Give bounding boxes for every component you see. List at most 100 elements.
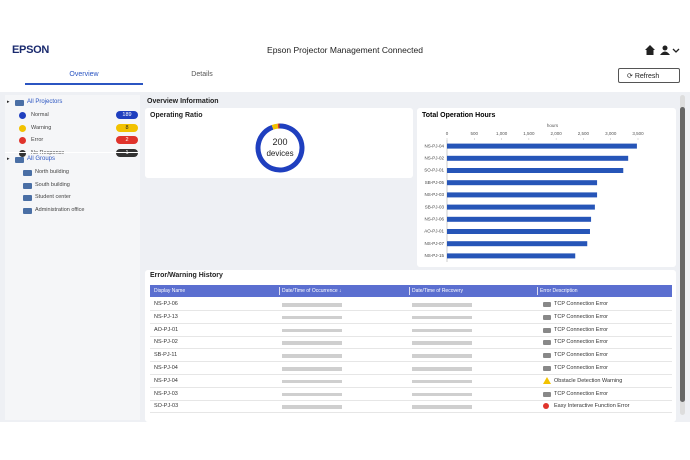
display-name: NS-PJ-03 <box>154 390 178 397</box>
donut-segment <box>255 123 305 173</box>
column-divider <box>409 287 410 295</box>
logo: EPSON <box>12 44 50 56</box>
column-header: Date/Time of Occurrence ↓ <box>282 288 342 294</box>
x-tick-label: 1,500 <box>523 131 535 136</box>
donut <box>255 123 305 173</box>
display-name: NS-PJ-02 <box>154 339 178 346</box>
card-title: Error/Warning History <box>150 272 223 279</box>
error-card: Error/Warning History Display Name Date/T… <box>145 270 676 422</box>
row-divider <box>150 348 672 350</box>
date-placeholder <box>412 315 472 320</box>
bar <box>447 229 590 234</box>
folder-icon <box>23 182 32 189</box>
date-placeholder <box>282 379 342 384</box>
tab[interactable]: Overview <box>69 71 99 78</box>
x-tick-label: 0 <box>446 131 449 136</box>
bar <box>447 204 595 210</box>
date-placeholder <box>412 392 472 397</box>
operating-ratio-card: Operating Ratio 200 devices <box>145 108 413 178</box>
display-name: AO-PJ-01 <box>154 326 179 333</box>
tab[interactable]: Details <box>191 71 213 78</box>
y-tick-label: SO-PJ-01 <box>424 168 444 173</box>
date-placeholder <box>412 405 472 409</box>
y-tick-label: NS-PJ-02 <box>424 155 444 160</box>
expander: ▸ <box>7 99 10 105</box>
status-count: 189 <box>116 111 138 119</box>
y-tick-label: NS-PJ-07 <box>424 241 444 246</box>
status-icon <box>19 112 26 119</box>
row-icon <box>543 340 551 346</box>
error-description: TCP Connection Error <box>554 326 609 333</box>
folder-icon <box>15 100 24 106</box>
bar <box>447 168 624 173</box>
donut-segment <box>271 123 279 130</box>
status-count: 2 <box>116 136 138 144</box>
error-description: TCP Connection Error <box>554 301 609 307</box>
row-divider <box>150 310 672 311</box>
status-name: Normal <box>31 112 49 118</box>
status-icon <box>19 149 26 157</box>
row-divider <box>150 386 672 388</box>
row-divider <box>150 361 672 363</box>
y-tick-label: AO-PJ-01 <box>424 229 444 234</box>
refresh-button[interactable]: ⟳ Refresh <box>618 68 680 83</box>
folder-icon <box>23 195 32 202</box>
app-title: Epson Projector Management Connected <box>267 45 423 55</box>
column-header: Display Name <box>154 288 186 294</box>
bar-chart: Total Operation Hours hours 0 500 1,000 1,500… <box>422 112 644 262</box>
display-name: SB-PJ-11 <box>154 352 178 359</box>
row-divider <box>150 322 672 324</box>
column-header: Error Description <box>540 288 578 294</box>
row-icon <box>543 376 551 384</box>
section-title: Overview Information <box>147 98 219 105</box>
header-icons[interactable] <box>644 44 684 56</box>
status-name: Error <box>31 137 44 143</box>
bar <box>447 155 629 161</box>
row-divider <box>150 412 672 414</box>
row-divider <box>150 335 672 337</box>
status-icon <box>19 124 26 132</box>
row-icon <box>543 327 551 333</box>
bar <box>447 180 598 186</box>
date-placeholder <box>412 341 472 345</box>
error-description: TCP Connection Error <box>554 390 609 397</box>
tree-item: All Projectors <box>27 99 63 105</box>
refresh-label: Refresh <box>634 73 660 80</box>
y-tick-label: NS-PJ-15 <box>424 253 444 258</box>
row-icon <box>543 366 551 371</box>
folder-icon <box>15 157 24 163</box>
row-icon <box>543 353 551 359</box>
donut-total: 200 <box>272 137 288 147</box>
x-tick-label: 2,500 <box>578 131 590 136</box>
display-name: NS-PJ-13 <box>154 313 178 320</box>
x-tick-label: 3,500 <box>632 131 644 136</box>
y-tick-label: NS-PJ-04 <box>424 143 444 148</box>
display-name: NS-PJ-04 <box>154 377 178 384</box>
bar <box>447 216 592 222</box>
status-count: 8 <box>116 123 138 132</box>
date-placeholder <box>282 303 342 307</box>
group-name: South building <box>35 181 70 188</box>
date-placeholder <box>282 405 342 409</box>
x-tick-label: 500 <box>471 131 479 136</box>
date-placeholder <box>412 379 472 384</box>
date-placeholder <box>282 392 342 397</box>
expander: ▸ <box>7 156 10 162</box>
bar <box>447 192 598 198</box>
error-description: TCP Connection Error <box>554 365 609 371</box>
scrollbar[interactable] <box>680 95 685 415</box>
date-placeholder <box>282 328 342 333</box>
date-placeholder <box>412 367 472 371</box>
date-placeholder <box>282 367 342 371</box>
chart-title: Total Operation Hours <box>422 112 495 119</box>
group-name: Student center <box>35 194 71 201</box>
bar <box>447 241 588 247</box>
error-description: TCP Connection Error <box>554 339 609 346</box>
error-description: TCP Connection Error <box>554 352 609 359</box>
display-name: SO-PJ-03 <box>154 403 179 410</box>
x-tick-label: 1,000 <box>496 131 508 136</box>
y-tick-label: NS-PJ-06 <box>424 216 444 221</box>
column-header: Date/Time of Recovery <box>412 288 463 294</box>
hours-card: Total Operation Hours hours 0 500 1,000 1,500… <box>417 108 676 267</box>
status-icon <box>19 137 26 144</box>
